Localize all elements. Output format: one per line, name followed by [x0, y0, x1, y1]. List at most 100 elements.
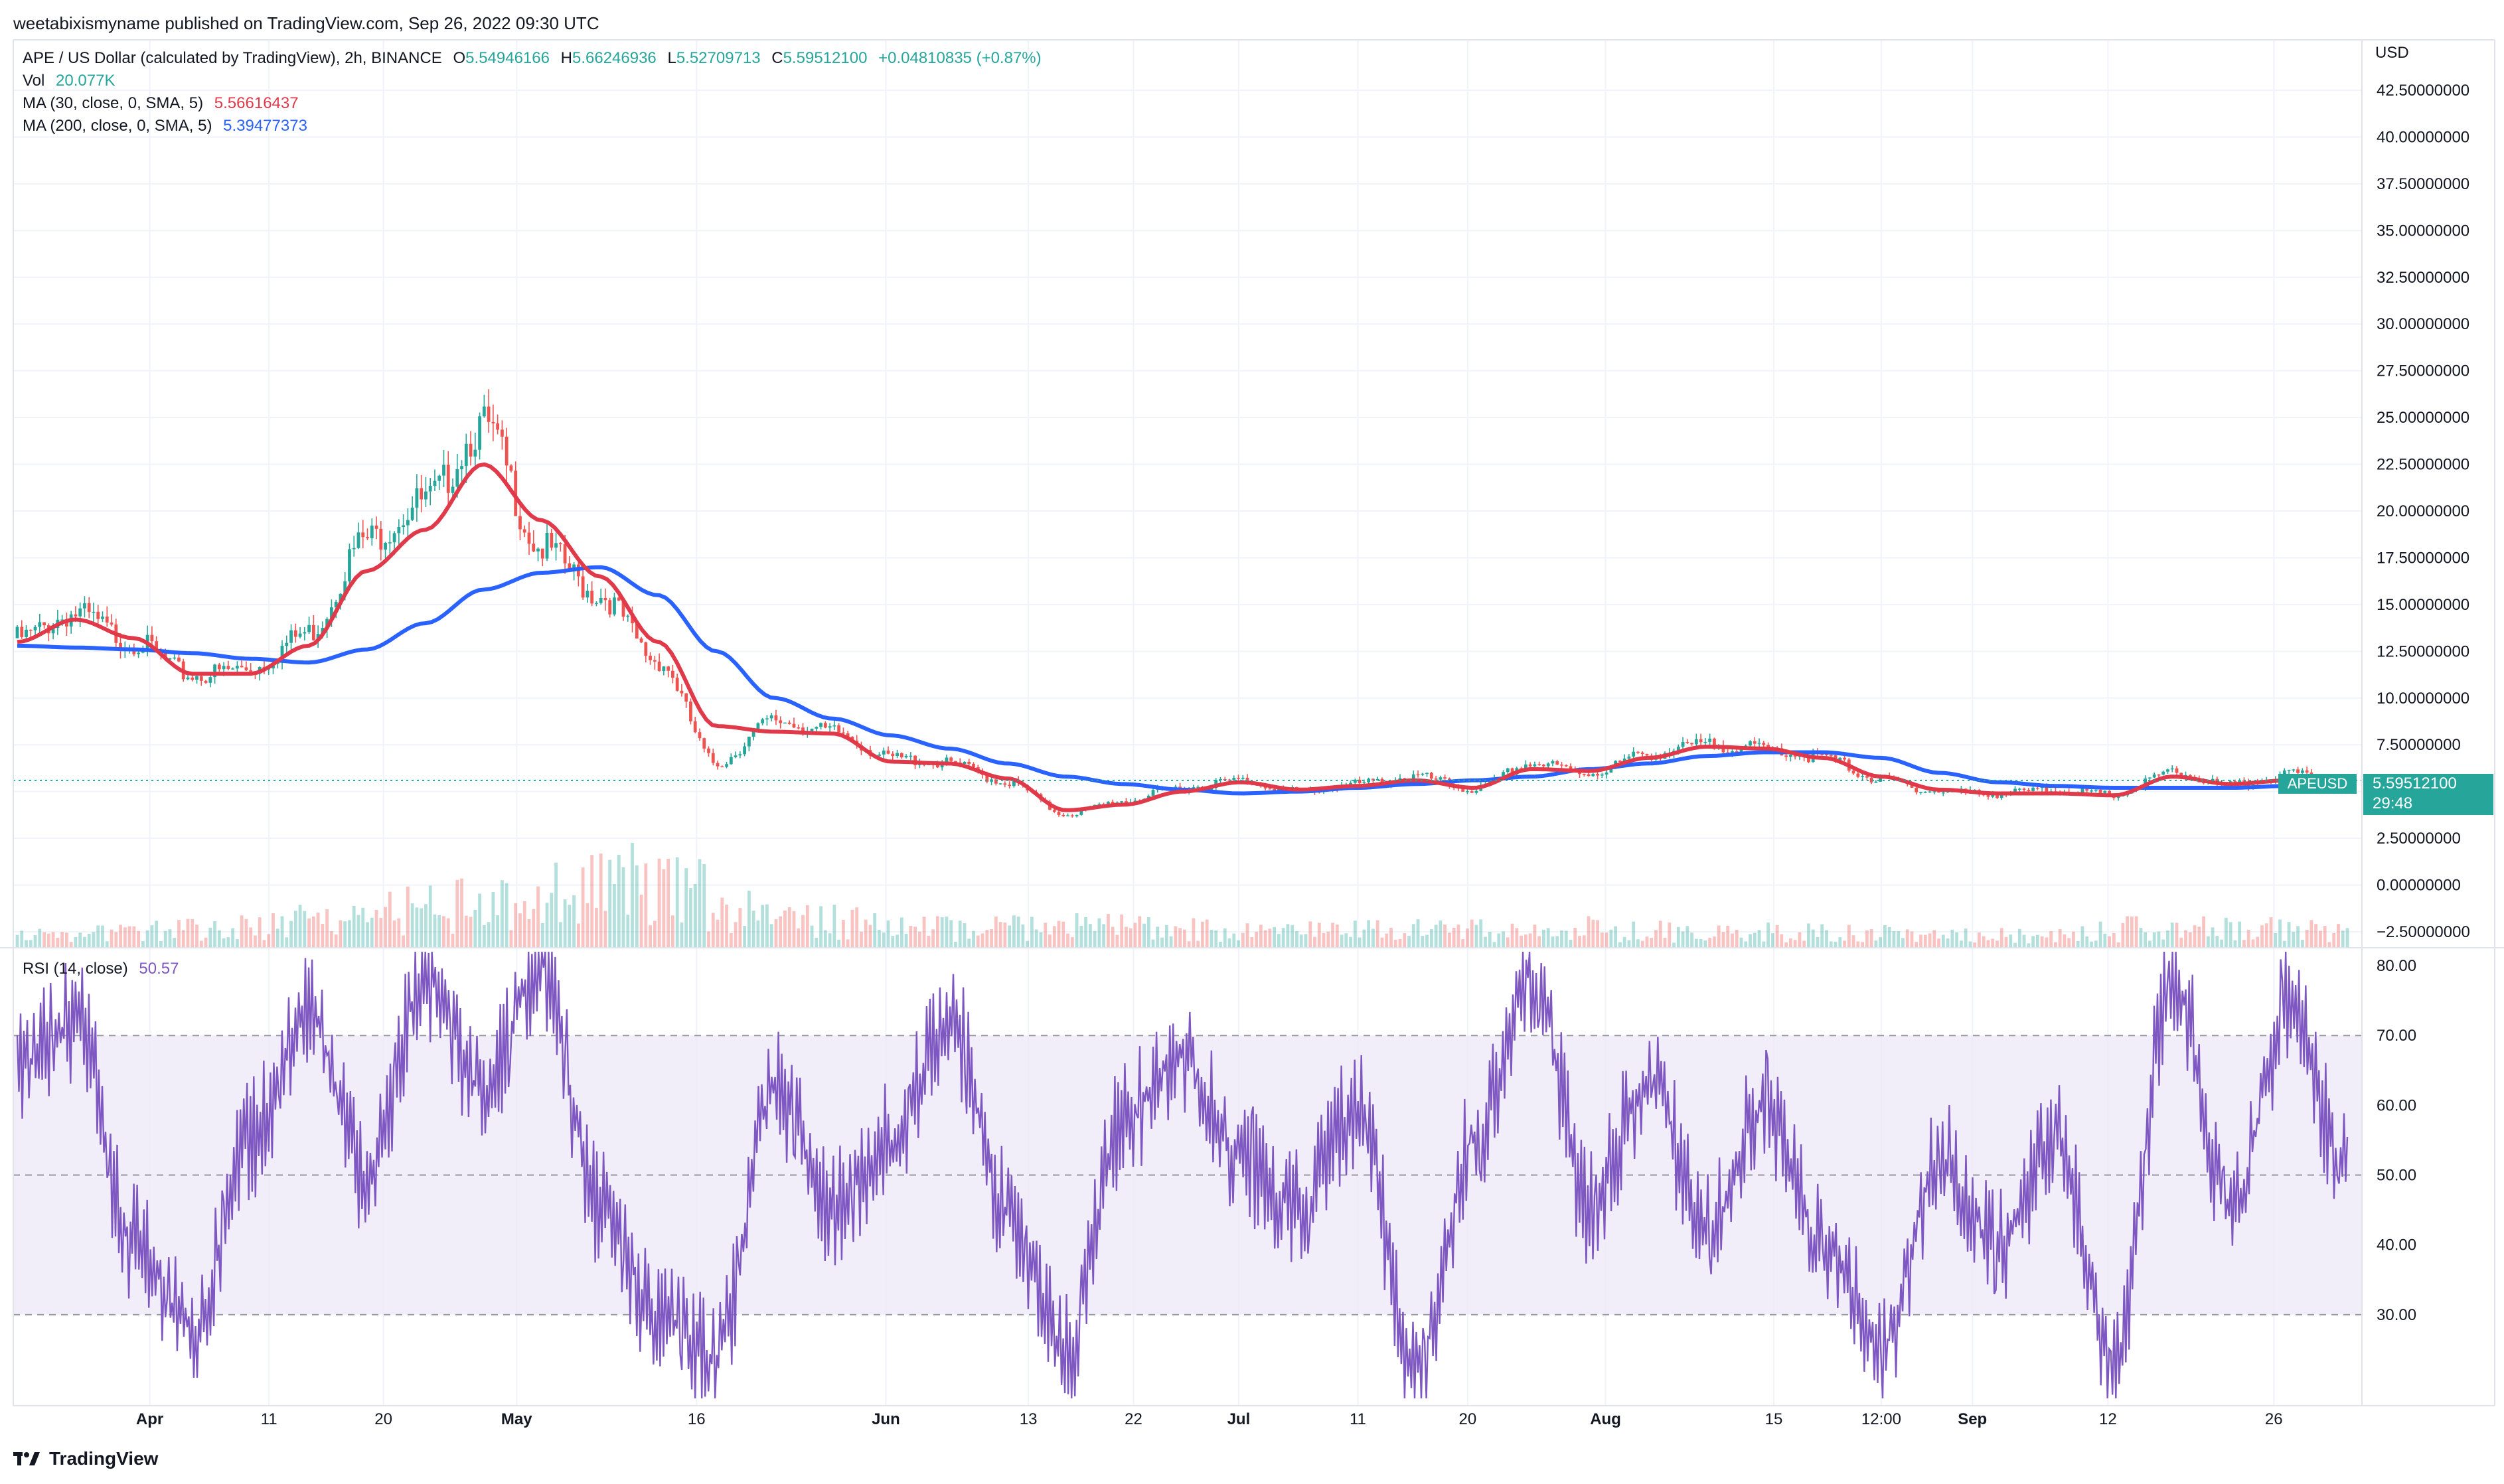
candle-body — [1749, 741, 1752, 746]
time-tick-label: Aug — [1590, 1410, 1621, 1428]
volume-bar — [769, 924, 773, 948]
candle-body — [680, 690, 684, 694]
volume-bar — [572, 895, 576, 948]
volume-bar — [2215, 936, 2219, 948]
candle-body — [213, 664, 216, 678]
volume-bar — [909, 925, 913, 948]
volume-bar — [1528, 933, 1532, 948]
rsi-axis-ticks[interactable]: 80.00 70.00 60.00 50.00 40.00 30.00 — [2377, 957, 2416, 1324]
last-price-tag[interactable]: APEUSD — [2278, 774, 2357, 794]
candle-body — [1757, 743, 1761, 744]
candle-body — [29, 629, 33, 631]
price-axis-ticks[interactable]: 42.50000000 40.00000000 37.50000000 35.0000… — [2377, 82, 2470, 941]
volume-bar — [2287, 922, 2291, 948]
volume-bar — [2184, 930, 2187, 948]
candle-body — [1587, 774, 1591, 777]
candle-body — [428, 485, 432, 492]
volume-bar — [1021, 924, 1025, 948]
volume-bar — [1694, 938, 1698, 948]
candle-body — [1703, 741, 1707, 743]
volume-bar — [1788, 938, 1792, 948]
candle-body — [1851, 771, 1855, 774]
candle-body — [303, 632, 307, 634]
candle-body — [675, 678, 679, 691]
candle-body — [1726, 752, 1730, 754]
ma200-legend[interactable]: MA (200, close, 0, SMA, 5) 5.39477373 — [23, 117, 314, 135]
candle-body — [240, 666, 244, 668]
volume-bar — [1807, 923, 1810, 948]
candle-body — [1362, 782, 1366, 784]
volume-bar — [1232, 933, 1236, 948]
volume-bar — [657, 858, 661, 948]
volume-bar — [1255, 931, 1258, 948]
candle-body — [119, 642, 122, 649]
volume-bar — [711, 913, 715, 948]
volume-bar — [1371, 928, 1375, 948]
candle-body — [599, 597, 603, 603]
volume-bar — [1182, 929, 1186, 948]
rsi-legend[interactable]: RSI (14, close) 50.57 — [23, 960, 185, 978]
candle-body — [729, 757, 733, 765]
volume-bar — [1609, 929, 1613, 948]
candle-body — [751, 729, 755, 737]
ma30-legend[interactable]: MA (30, close, 0, SMA, 5) 5.56616437 — [23, 94, 305, 113]
candle-body — [532, 544, 536, 552]
tradingview-logo[interactable]: TradingView — [13, 1448, 158, 1469]
candle-body — [321, 628, 325, 634]
volume-bar — [2004, 936, 2008, 948]
candle-body — [1375, 779, 1379, 780]
volume-bar — [2027, 943, 2031, 948]
candle-body — [1636, 751, 1640, 753]
volume-bar — [20, 930, 24, 948]
volume-bar — [621, 867, 625, 948]
volume-bar — [343, 921, 347, 948]
volume-bar — [2013, 942, 2017, 948]
volume-bar — [442, 916, 445, 948]
volume-bar — [379, 917, 383, 948]
volume-bar — [693, 883, 697, 948]
volume-bar — [990, 928, 993, 948]
volume-bar — [1843, 940, 1846, 948]
candle-body — [415, 488, 419, 508]
candle-body — [572, 564, 576, 571]
volume-bar — [159, 940, 163, 948]
candle-body — [217, 664, 221, 670]
volume-bar — [1915, 942, 1918, 948]
candle-body — [613, 597, 616, 615]
time-tick-label: 20 — [1459, 1410, 1477, 1428]
candle-body — [155, 641, 159, 650]
candle-body — [878, 754, 881, 756]
volume-bar — [2134, 916, 2138, 948]
volume-legend[interactable]: Vol 20.077K — [23, 72, 121, 90]
candle-body — [1416, 774, 1420, 776]
time-tick-label: May — [501, 1410, 532, 1428]
volume-bar — [1551, 936, 1555, 948]
candle-body — [473, 449, 477, 457]
time-axis-ticks[interactable]: Apr 11 20 May 16 Jun 13 22 Jul 11 20 Aug 15 12:00 Sep 1… — [136, 1410, 2283, 1428]
candle-body — [536, 548, 540, 552]
candle-body — [78, 608, 82, 617]
volume-bar — [1923, 934, 1927, 948]
volume-bar — [1416, 919, 1420, 948]
last-price-axis-tag[interactable]: 5.59512100 29:48 — [2363, 774, 2493, 815]
ohlc-low-label: L — [667, 49, 676, 67]
candle-body — [1820, 754, 1824, 755]
rsi-tick-label: 70.00 — [2377, 1027, 2416, 1045]
volume-bar — [756, 920, 760, 948]
volume-bar — [702, 863, 706, 948]
volume-bar — [1008, 925, 1012, 948]
volume-bar — [972, 930, 975, 948]
ma30-line — [17, 462, 2347, 812]
volume-bar — [1533, 925, 1537, 948]
volume-bar — [101, 925, 104, 948]
candle-body — [199, 676, 203, 681]
volume-bar — [1263, 930, 1267, 948]
volume-bar — [1317, 923, 1321, 948]
candle-body — [60, 619, 64, 621]
symbol-legend[interactable]: APE / US Dollar (calculated by TradingVi… — [23, 49, 1048, 68]
time-tick-label: 26 — [2265, 1410, 2283, 1428]
candle-body — [87, 603, 91, 613]
volume-bar — [522, 901, 526, 948]
candle-body — [2282, 770, 2286, 775]
